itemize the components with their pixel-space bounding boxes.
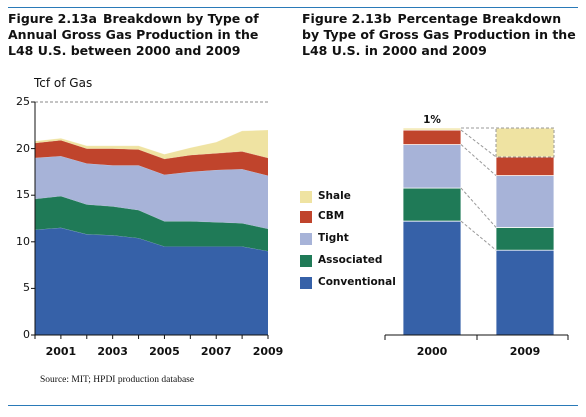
y-tick-label: 0 — [23, 328, 30, 341]
shale-2009-outline — [495, 127, 555, 158]
y-axis-label: Tcf of Gas — [34, 76, 93, 90]
x-tick-label: 2003 — [97, 345, 128, 358]
legend-swatch — [300, 233, 312, 245]
bar-2000-conventional — [402, 220, 462, 336]
bar-2000-cbm — [402, 129, 462, 146]
legend-label: Shale — [318, 190, 351, 202]
x-tick-label: 2007 — [200, 345, 232, 358]
figure-a-text: Breakdown by Type of Annual Gross Gas Pr… — [8, 11, 259, 58]
legend-swatch — [300, 191, 312, 203]
bar-2009-cbm — [495, 156, 555, 177]
connector-line — [460, 129, 497, 158]
bar-category-label: 2000 — [416, 345, 448, 358]
legend-swatch — [300, 277, 312, 289]
legend-label: Tight — [318, 232, 349, 244]
area-conventional — [35, 227, 268, 335]
y-tick-label: 5 — [23, 281, 30, 295]
legend-label: CBM — [318, 210, 345, 222]
connector-line — [460, 144, 497, 176]
bottom-rule — [8, 405, 578, 406]
bar-2009-associated — [495, 226, 555, 251]
bar-2000-shale — [402, 127, 462, 131]
figure-b-number: Figure 2.13b — [302, 11, 392, 26]
bar-category-label: 2009 — [509, 345, 541, 358]
legend-swatch — [300, 211, 312, 223]
connector-line — [460, 220, 497, 251]
bar-2009-tight — [495, 175, 555, 228]
figure-b-title: Figure 2.13b Percentage Breakdown by Type… — [302, 11, 582, 59]
area-shale — [35, 130, 268, 159]
area-cbm — [35, 140, 268, 176]
x-tick-label: 2005 — [149, 345, 180, 358]
legend-label: Associated — [318, 254, 383, 266]
y-tick-label: 20 — [16, 141, 30, 155]
area-edge-shale — [34, 129, 269, 155]
y-tick-label: 10 — [16, 234, 30, 248]
bar-2009-conventional — [495, 249, 555, 336]
legend-swatch — [300, 255, 312, 267]
source-note: Source: MIT; HPDI production database — [40, 375, 195, 385]
bar-2000-associated — [402, 187, 462, 222]
bar-2000-tight — [402, 144, 462, 189]
figure-a-number: Figure 2.13a — [8, 11, 97, 26]
x-tick-label: 2001 — [45, 345, 77, 358]
top-rule — [8, 7, 578, 8]
x-tick-label: 2009 — [252, 345, 284, 358]
figure-b-text: Percentage Breakdown by Type of Gross Ga… — [302, 11, 576, 58]
bar-value-label: 1% — [423, 114, 441, 126]
area-associated — [35, 196, 268, 252]
connector-line — [460, 187, 497, 228]
figure-a-title: Figure 2.13a Breakdown by Type of Annual … — [8, 11, 278, 59]
bar-2009-shale — [495, 127, 555, 158]
y-tick-label: 15 — [16, 188, 30, 202]
legend-label: Conventional — [318, 276, 396, 288]
y-tick-label: 25 — [16, 95, 30, 108]
area-tight — [35, 156, 268, 229]
